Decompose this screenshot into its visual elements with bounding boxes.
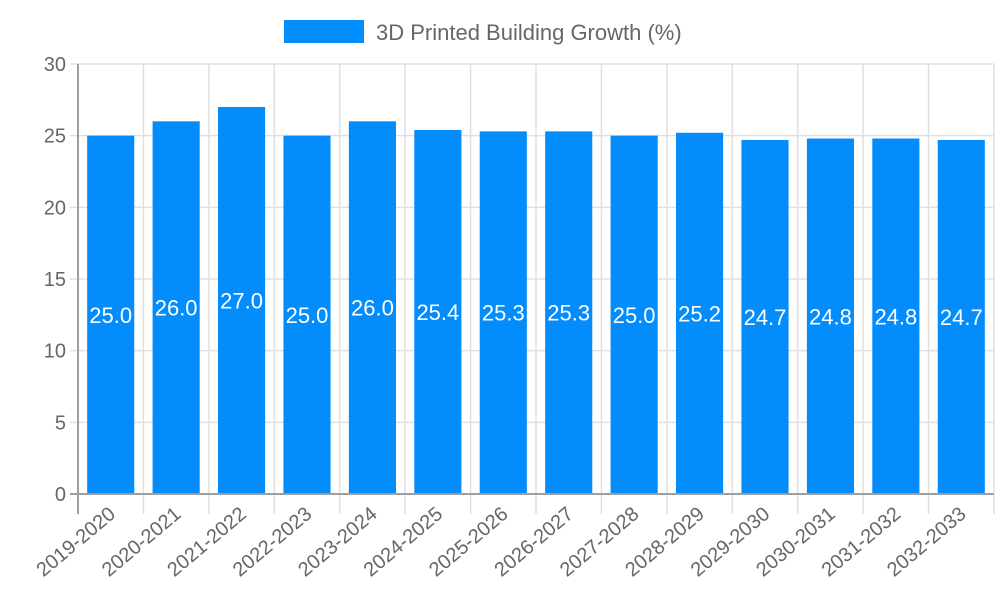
y-tick-label: 0 — [55, 484, 66, 506]
y-tick-label: 5 — [55, 412, 66, 434]
legend[interactable]: 3D Printed Building Growth (%) — [284, 20, 682, 45]
data-label: 26.0 — [155, 296, 198, 321]
x-axis-ticks: 2019-20202020-20212021-20222022-20232023… — [33, 503, 971, 581]
bar[interactable] — [152, 121, 200, 494]
bar[interactable] — [937, 139, 985, 494]
bar[interactable] — [479, 131, 527, 494]
bar[interactable] — [872, 138, 920, 495]
data-label: 24.8 — [809, 304, 852, 329]
data-label: 25.0 — [89, 303, 132, 328]
y-tick-label: 10 — [44, 341, 66, 363]
bar[interactable] — [741, 139, 789, 494]
gridlines — [70, 63, 995, 514]
data-label: 26.0 — [351, 296, 394, 321]
bar[interactable] — [545, 131, 593, 494]
data-label: 25.0 — [286, 303, 329, 328]
bar[interactable] — [283, 135, 331, 494]
data-label: 25.2 — [678, 301, 721, 326]
data-label: 25.4 — [416, 300, 459, 325]
y-tick-label: 20 — [44, 197, 66, 219]
bar[interactable] — [676, 132, 724, 495]
y-tick-label: 15 — [44, 269, 66, 291]
bar[interactable] — [218, 107, 266, 494]
data-label: 24.7 — [744, 305, 787, 330]
bar[interactable] — [414, 129, 462, 494]
data-label: 25.0 — [613, 303, 656, 328]
bar[interactable] — [610, 135, 658, 494]
y-axis-ticks: 0 5 10 15 20 25 30 — [44, 54, 66, 506]
data-label: 24.7 — [940, 305, 983, 330]
data-label: 25.3 — [547, 301, 590, 326]
data-labels: 25.0 26.0 27.0 25.0 26.0 25.4 25.3 25.3 25.0 25.2… — [89, 289, 982, 330]
legend-label: 3D Printed Building Growth (%) — [376, 20, 682, 45]
bar[interactable] — [806, 138, 854, 495]
bar[interactable] — [348, 121, 396, 494]
data-label: 27.0 — [220, 289, 263, 314]
bar-series — [87, 107, 985, 495]
y-tick-label: 30 — [44, 54, 66, 76]
bar[interactable] — [87, 135, 135, 494]
legend-swatch — [284, 20, 364, 43]
axes — [70, 64, 994, 514]
data-label: 24.8 — [874, 304, 917, 329]
data-label: 25.3 — [482, 301, 525, 326]
y-tick-label: 25 — [44, 126, 66, 148]
